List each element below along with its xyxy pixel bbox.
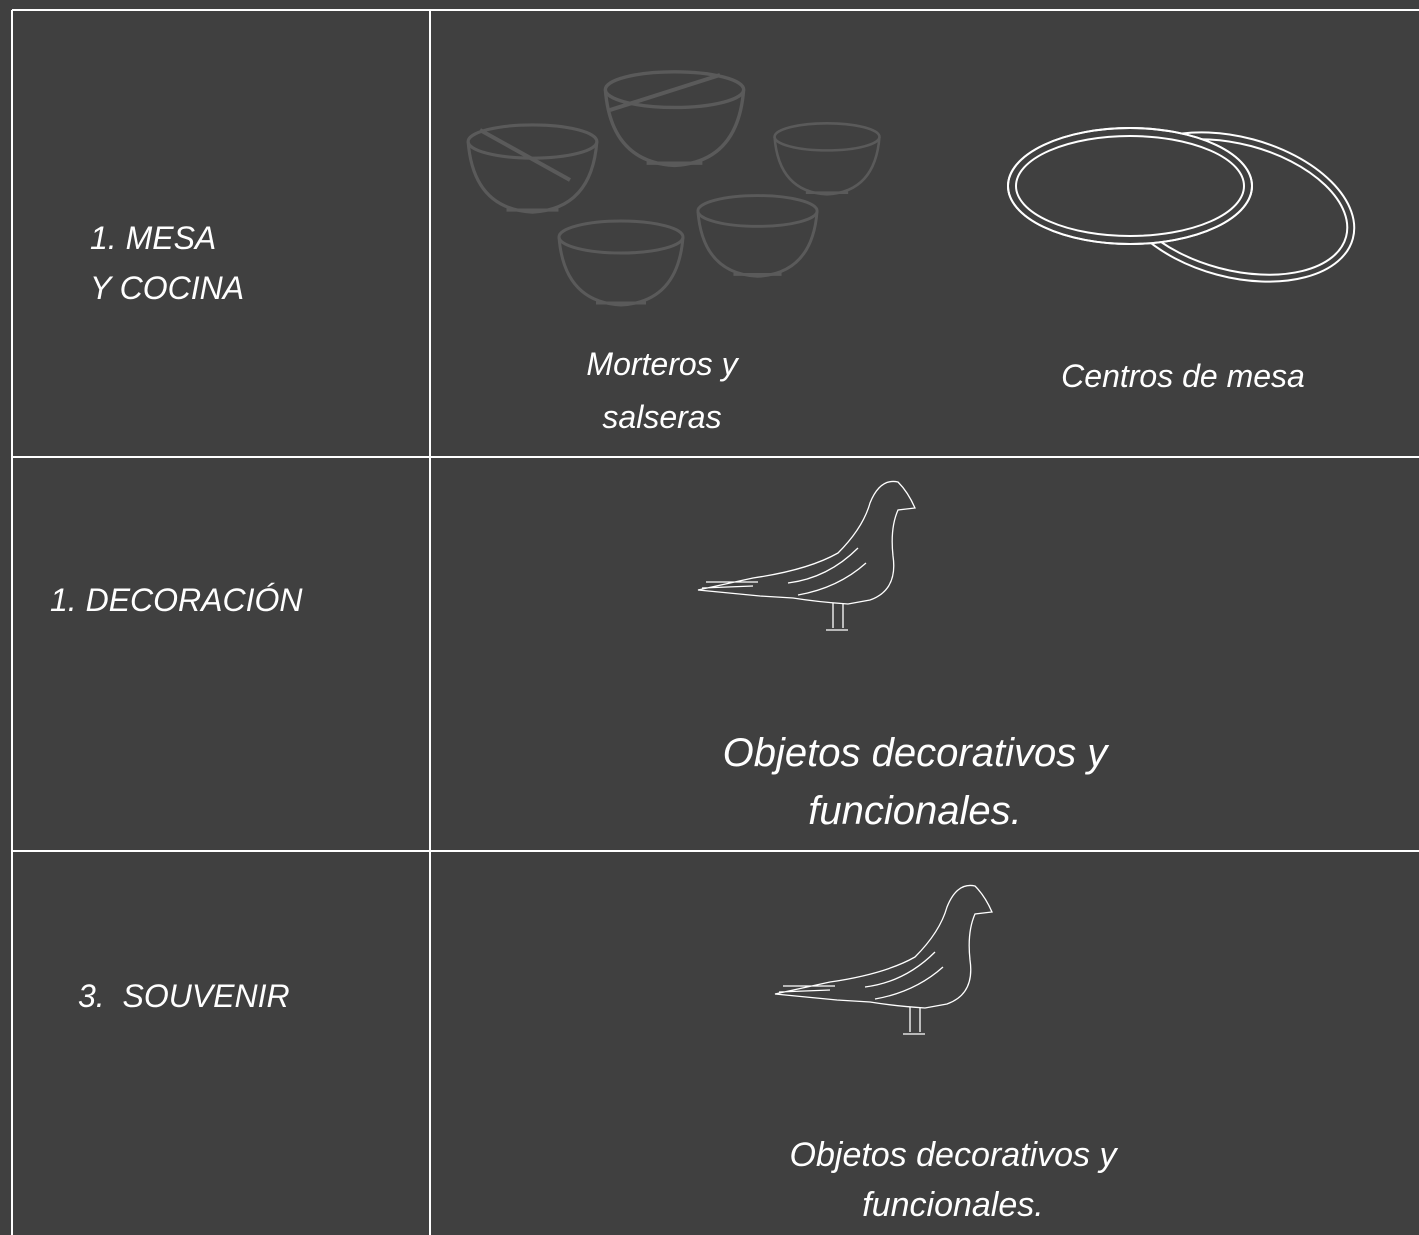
caption: Morteros y bbox=[586, 346, 738, 382]
caption: Objetos decorativos y bbox=[789, 1136, 1117, 1174]
caption: funcionales. bbox=[808, 789, 1022, 833]
row-label: 3. SOUVENIR bbox=[78, 978, 290, 1014]
caption: funcionales. bbox=[862, 1186, 1044, 1224]
bowls-icon bbox=[466, 70, 881, 307]
table-borders bbox=[11, 9, 1419, 1235]
row-label: 1. MESA bbox=[90, 220, 217, 256]
row-label: 1. DECORACIÓN bbox=[50, 582, 303, 618]
caption: salseras bbox=[602, 399, 722, 435]
caption: Objetos decorativos y bbox=[722, 731, 1108, 775]
plates-icon bbox=[1007, 127, 1356, 283]
row-label: Y COCINA bbox=[90, 270, 245, 306]
caption: Centros de mesa bbox=[1061, 358, 1305, 394]
